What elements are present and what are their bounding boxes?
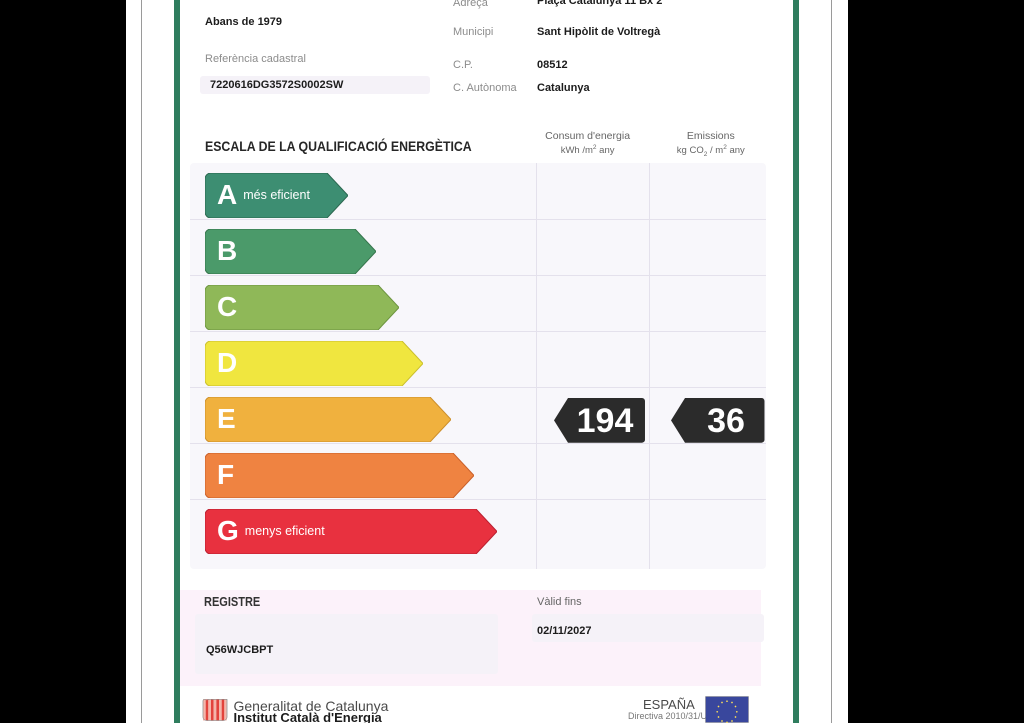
svg-text:194: 194	[577, 402, 634, 440]
svg-text:36: 36	[707, 402, 745, 440]
